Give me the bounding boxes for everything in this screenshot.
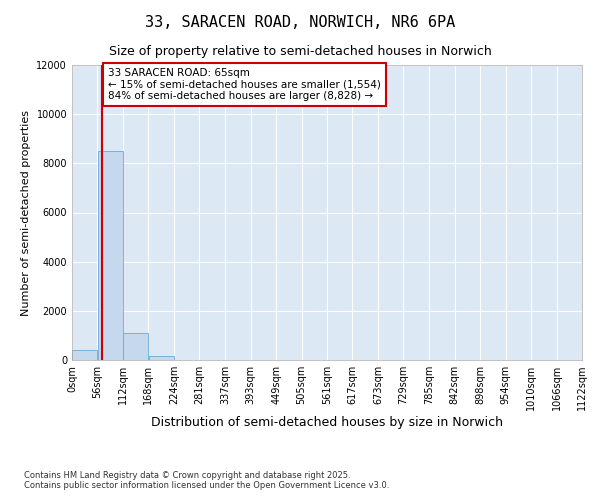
Bar <box>98 151 122 360</box>
Text: Contains HM Land Registry data © Crown copyright and database right 2025.
Contai: Contains HM Land Registry data © Crown c… <box>24 470 389 490</box>
Bar <box>149 356 173 360</box>
Text: 33 SARACEN ROAD: 65sqm
← 15% of semi-detached houses are smaller (1,554)
84% of : 33 SARACEN ROAD: 65sqm ← 15% of semi-det… <box>109 68 381 101</box>
Text: 33, SARACEN ROAD, NORWICH, NR6 6PA: 33, SARACEN ROAD, NORWICH, NR6 6PA <box>145 15 455 30</box>
Bar <box>72 350 97 360</box>
X-axis label: Distribution of semi-detached houses by size in Norwich: Distribution of semi-detached houses by … <box>151 416 503 429</box>
Bar <box>123 333 148 360</box>
Y-axis label: Number of semi-detached properties: Number of semi-detached properties <box>21 110 31 316</box>
Text: Size of property relative to semi-detached houses in Norwich: Size of property relative to semi-detach… <box>109 45 491 58</box>
